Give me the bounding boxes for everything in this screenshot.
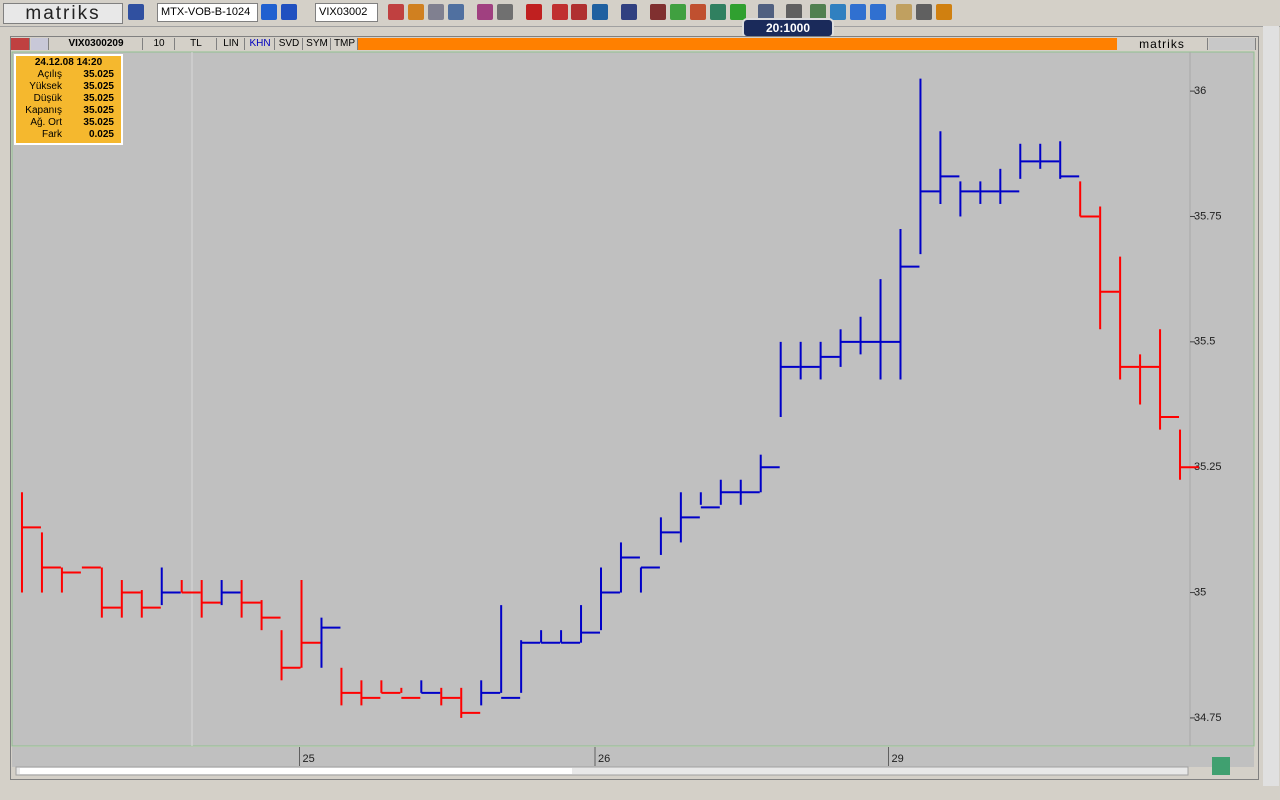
icon[interactable] [936, 4, 952, 20]
logo: matriks [3, 3, 123, 24]
info-label: Fark [42, 129, 62, 140]
info-datetime: 24.12.08 14:20 [34, 57, 103, 68]
symbol-label: VIX0300209 [50, 38, 143, 50]
period-button[interactable]: 10 [144, 38, 175, 50]
currency-button[interactable]: TL [176, 38, 217, 50]
header-button[interactable]: SVD [276, 38, 303, 50]
plot-background [11, 51, 1255, 747]
icon[interactable] [552, 4, 568, 20]
toolbar: matriks MTX-VOB-B-1024 VIX03002 [0, 0, 1280, 27]
save-icon[interactable] [128, 4, 144, 20]
x-tick-label: 29 [892, 753, 904, 765]
icon[interactable] [690, 4, 706, 20]
info-label: Ağ. Ort [30, 117, 62, 128]
header-icon [11, 38, 30, 50]
icon[interactable] [448, 4, 464, 20]
icon[interactable] [670, 4, 686, 20]
icon[interactable] [281, 4, 297, 20]
header-icon [31, 38, 49, 50]
icon[interactable] [408, 4, 424, 20]
info-label: Kapanış [25, 105, 62, 116]
side-scrollbar [1263, 26, 1279, 786]
y-tick-label: 35.25 [1194, 461, 1222, 473]
y-tick-label: 35.5 [1194, 336, 1215, 348]
y-tick-label: 36 [1194, 85, 1206, 97]
info-value: 35.025 [83, 81, 114, 92]
icon[interactable] [916, 4, 932, 20]
scroll-thumb[interactable] [20, 768, 572, 774]
y-tick-label: 34.75 [1194, 712, 1222, 724]
x-tick-label: 26 [598, 753, 610, 765]
info-label: Yüksek [29, 81, 62, 92]
icon[interactable] [592, 4, 608, 20]
icon[interactable] [710, 4, 726, 20]
icon[interactable] [261, 4, 277, 20]
icon[interactable] [758, 4, 774, 20]
icon[interactable] [786, 4, 802, 20]
icon[interactable] [388, 4, 404, 20]
icon[interactable] [621, 4, 637, 20]
y-tick-label: 35 [1194, 586, 1206, 598]
x-tick-label: 25 [303, 753, 315, 765]
header-button[interactable]: SYM [304, 38, 331, 50]
icon[interactable] [830, 4, 846, 20]
window-buttons[interactable] [1209, 38, 1256, 50]
info-value: 35.025 [83, 117, 114, 128]
icon[interactable] [571, 4, 587, 20]
icon[interactable] [428, 4, 444, 20]
symbol-select[interactable]: VIX03002 [315, 3, 378, 22]
x-axis-area [12, 747, 1254, 767]
icon[interactable] [730, 4, 746, 20]
header-button[interactable]: LIN [218, 38, 245, 50]
icon[interactable] [526, 4, 542, 20]
info-label: Açılış [37, 69, 62, 80]
chart-header: VIX0300209 10 TL LIN KHN SVD SYM TMP mat… [11, 38, 1256, 50]
icon[interactable] [650, 4, 666, 20]
header-button[interactable]: KHN [246, 38, 275, 50]
info-box: 24.12.08 14:20 Açılış 35.025 Yüksek 35.025 D… [14, 54, 123, 145]
info-value: 0.025 [88, 129, 114, 140]
icon[interactable] [810, 4, 826, 20]
icon[interactable] [497, 4, 513, 20]
header-stripe [358, 38, 1117, 50]
header-button[interactable]: TMP [332, 38, 358, 50]
refresh-button[interactable] [1212, 757, 1230, 775]
info-value: 35.025 [83, 93, 114, 104]
icon[interactable] [477, 4, 493, 20]
scrollbar[interactable] [15, 766, 1189, 776]
info-label: Düşük [33, 93, 62, 104]
icon[interactable] [870, 4, 886, 20]
y-tick-label: 35.75 [1194, 210, 1222, 222]
info-value: 35.025 [83, 105, 114, 116]
brand: matriks [1117, 38, 1208, 50]
icon[interactable] [850, 4, 866, 20]
info-value: 35.025 [83, 69, 114, 80]
symbol-list-select[interactable]: MTX-VOB-B-1024 [157, 3, 258, 22]
icon[interactable] [896, 4, 912, 20]
